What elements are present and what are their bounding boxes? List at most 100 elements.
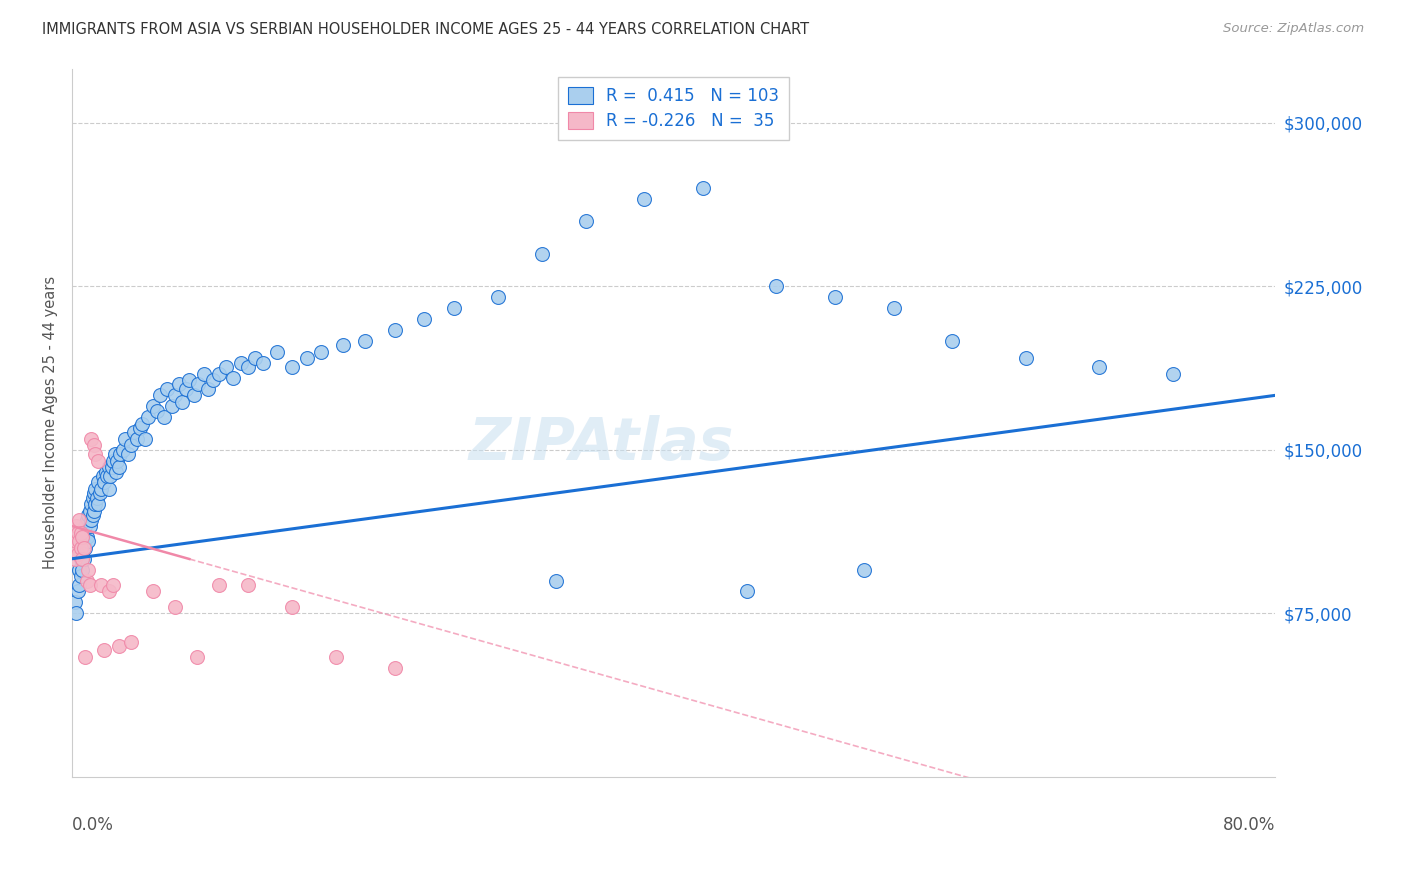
Point: [83, 504, 105, 518]
Point: [765, 279, 787, 293]
Point: [103, 447, 125, 461]
Point: [77, 534, 100, 549]
Point: [69, 569, 91, 583]
Point: [110, 447, 132, 461]
Point: [114, 432, 136, 446]
Point: [486, 290, 509, 304]
Point: [75, 541, 97, 555]
Point: [176, 382, 198, 396]
Point: [122, 425, 145, 440]
Point: [65, 519, 87, 533]
Point: [149, 388, 172, 402]
Point: [75, 649, 97, 664]
Point: [73, 551, 96, 566]
Point: [93, 643, 115, 657]
Point: [183, 388, 205, 402]
Point: [142, 584, 165, 599]
Text: ZIPAtlas: ZIPAtlas: [468, 416, 734, 473]
Point: [75, 519, 97, 533]
Point: [72, 530, 94, 544]
Point: [79, 504, 101, 518]
Point: [325, 649, 347, 664]
Point: [633, 192, 655, 206]
Point: [89, 486, 111, 500]
Point: [193, 367, 215, 381]
Point: [1161, 367, 1184, 381]
Point: [76, 574, 98, 588]
Point: [167, 377, 190, 392]
Point: [84, 447, 107, 461]
Legend: R =  0.415   N = 103, R = -0.226   N =  35: R = 0.415 N = 103, R = -0.226 N = 35: [558, 77, 789, 140]
Point: [67, 534, 90, 549]
Point: [100, 460, 122, 475]
Point: [153, 410, 176, 425]
Point: [66, 525, 89, 540]
Point: [63, 551, 86, 566]
Point: [229, 356, 252, 370]
Point: [62, 541, 84, 555]
Point: [295, 351, 318, 366]
Point: [87, 497, 110, 511]
Point: [281, 359, 304, 374]
Point: [354, 334, 377, 348]
Point: [82, 491, 104, 505]
Point: [67, 563, 90, 577]
Point: [101, 578, 124, 592]
Point: [63, 595, 86, 609]
Point: [146, 403, 169, 417]
Point: [80, 432, 103, 446]
Point: [117, 447, 139, 461]
Point: [208, 367, 231, 381]
Point: [170, 395, 193, 409]
Point: [65, 534, 87, 549]
Point: [160, 399, 183, 413]
Point: [883, 301, 905, 315]
Point: [824, 290, 846, 304]
Point: [128, 421, 150, 435]
Point: [332, 338, 354, 352]
Point: [281, 599, 304, 614]
Point: [87, 453, 110, 467]
Point: [136, 410, 159, 425]
Point: [84, 497, 107, 511]
Point: [853, 563, 876, 577]
Point: [97, 584, 120, 599]
Point: [201, 373, 224, 387]
Point: [76, 530, 98, 544]
Point: [93, 475, 115, 490]
Point: [245, 351, 267, 366]
Point: [86, 491, 108, 505]
Point: [90, 482, 112, 496]
Text: IMMIGRANTS FROM ASIA VS SERBIAN HOUSEHOLDER INCOME AGES 25 - 44 YEARS CORRELATIO: IMMIGRANTS FROM ASIA VS SERBIAN HOUSEHOL…: [42, 22, 810, 37]
Point: [77, 563, 100, 577]
Point: [120, 634, 142, 648]
Y-axis label: Householder Income Ages 25 - 44 years: Householder Income Ages 25 - 44 years: [44, 276, 58, 569]
Point: [101, 453, 124, 467]
Point: [69, 551, 91, 566]
Text: 80.0%: 80.0%: [1223, 815, 1275, 833]
Point: [208, 578, 231, 592]
Point: [187, 377, 209, 392]
Point: [131, 417, 153, 431]
Point: [96, 469, 118, 483]
Point: [69, 525, 91, 540]
Point: [142, 399, 165, 413]
Point: [97, 482, 120, 496]
Point: [197, 382, 219, 396]
Point: [1015, 351, 1038, 366]
Point: [252, 356, 274, 370]
Point: [266, 344, 288, 359]
Point: [413, 312, 436, 326]
Point: [443, 301, 465, 315]
Point: [546, 574, 568, 588]
Point: [1088, 359, 1111, 374]
Point: [66, 584, 89, 599]
Text: 0.0%: 0.0%: [72, 815, 114, 833]
Point: [530, 246, 553, 260]
Point: [941, 334, 963, 348]
Point: [125, 432, 148, 446]
Text: Source: ZipAtlas.com: Source: ZipAtlas.com: [1223, 22, 1364, 36]
Point: [76, 512, 98, 526]
Point: [80, 497, 103, 511]
Point: [72, 551, 94, 566]
